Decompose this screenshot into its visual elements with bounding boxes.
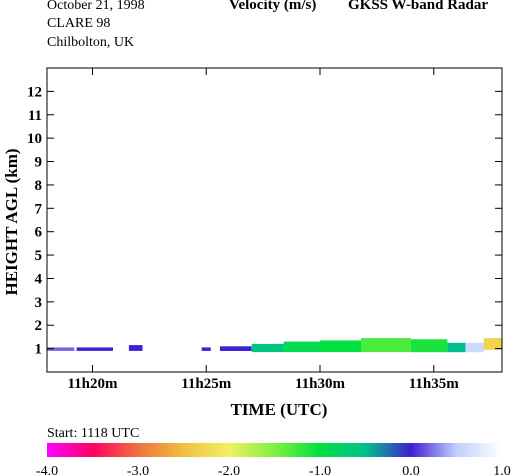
colorbar-tick-label-2: -2.0 (218, 464, 240, 476)
y-tick-label-3: 3 (35, 295, 43, 311)
date-label: October 21, 1998 (47, 0, 145, 13)
x-tick-label-30: 11h30m (295, 376, 346, 392)
echo-segment-10 (447, 342, 466, 353)
echo-segment-0 (47, 347, 75, 351)
y-tick-label-7: 7 (35, 201, 43, 217)
start-time-label: Start: 1118 UTC (47, 426, 140, 441)
x-axis: 11h20m 11h25m 11h30m 11h35m (67, 68, 459, 392)
y-axis-label: HEIGHT AGL (km) (2, 148, 21, 295)
campaign-label: CLARE 98 (47, 16, 111, 31)
echo-segment-7 (320, 340, 361, 353)
echo-segment-11 (465, 342, 484, 353)
colorbar-tick-label-0: -4.0 (36, 464, 58, 476)
x-tick-label-20: 11h20m (67, 376, 118, 392)
y-tick-label-1: 1 (35, 342, 43, 358)
y-tick-label-8: 8 (35, 178, 43, 194)
x-tick-label-25: 11h25m (181, 376, 232, 392)
echo-segment-9 (411, 339, 448, 353)
echo-segment-5 (251, 343, 284, 353)
y-tick-label-2: 2 (35, 318, 43, 334)
chart-title: Velocity (m/s) (229, 0, 317, 13)
colorbar-tick-label-3: -1.0 (309, 464, 331, 476)
echo-segment-8 (361, 338, 411, 353)
colorbar (47, 443, 502, 457)
location-label: Chilbolton, UK (47, 35, 135, 50)
echo-layer (47, 338, 502, 353)
y-tick-label-11: 11 (28, 108, 42, 124)
echo-segment-12 (483, 338, 502, 350)
colorbar-tick-label-4: 0.0 (402, 464, 420, 476)
colorbar-tick-label-1: -3.0 (127, 464, 149, 476)
x-axis-label: TIME (UTC) (231, 400, 328, 419)
colorbar-ticks: -4.0 -3.0 -2.0 -1.0 0.0 1.0 (36, 464, 511, 476)
instrument-label: GKSS W-band Radar (348, 0, 489, 13)
y-tick-label-4: 4 (35, 271, 43, 287)
y-tick-label-10: 10 (27, 131, 42, 147)
echo-segment-6 (283, 341, 320, 353)
y-tick-label-12: 12 (27, 84, 42, 100)
y-tick-label-6: 6 (35, 225, 43, 241)
colorbar-tick-label-5: 1.0 (493, 464, 511, 476)
echo-segment-3 (201, 347, 211, 351)
y-tick-label-9: 9 (35, 155, 43, 171)
echo-segment-2 (128, 345, 143, 351)
echo-segment-1 (76, 347, 113, 351)
y-tick-label-5: 5 (35, 248, 43, 264)
plot-frame (46, 67, 503, 373)
x-tick-label-35: 11h35m (409, 376, 460, 392)
echo-segment-4 (219, 346, 252, 351)
